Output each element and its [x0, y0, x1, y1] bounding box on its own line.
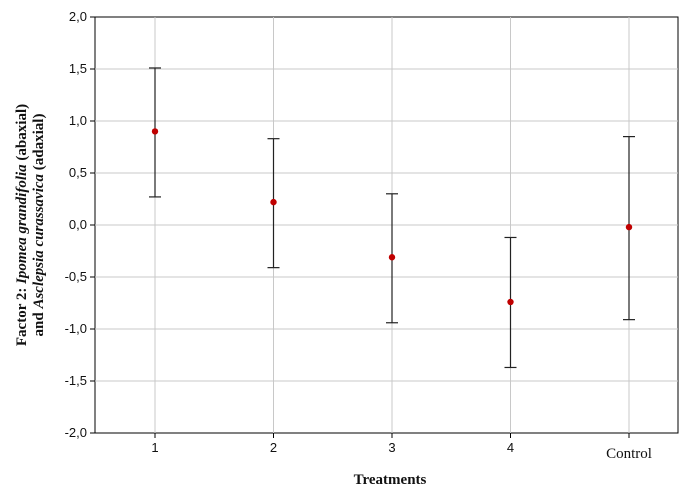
y-axis-title-line1-prefix: Factor 2: — [14, 284, 30, 346]
x-tick-label: 1 — [151, 440, 158, 455]
y-axis-title-line1-italic: Ipomea grandifolia — [14, 164, 30, 285]
mean-point — [151, 128, 159, 135]
y-tick-label: 1,5 — [69, 61, 87, 76]
y-axis-title-line2-prefix: and — [31, 309, 47, 337]
x-tick-labels: 1 2 3 4 Control — [151, 433, 652, 462]
y-axis-title-line2-italic: Asclepsia curassavica — [31, 173, 47, 309]
mean-point — [388, 254, 396, 261]
y-axis-title-line2: and Asclepsia curassavica (adaxial) — [31, 114, 47, 337]
y-tick-label: 0,0 — [69, 217, 87, 232]
y-tick-label: 1,0 — [69, 113, 87, 128]
mean-point — [270, 198, 277, 206]
y-tick-label: 2,0 — [69, 9, 87, 24]
y-axis-title-line1-suffix: (abaxial) — [14, 104, 30, 164]
y-tick-label: -1,0 — [65, 321, 87, 336]
marker-layer — [151, 128, 633, 306]
y-tick-label: -2,0 — [65, 425, 87, 440]
y-tick-label: -0,5 — [65, 269, 87, 284]
mean-point — [625, 223, 633, 231]
y-axis-title-line1: Factor 2: Ipomea grandifolia (abaxial) — [14, 104, 30, 346]
y-axis-title-line2-suffix: (adaxial) — [31, 114, 47, 174]
y-tick-label: -1,5 — [65, 373, 87, 388]
x-tick-label: Control — [606, 446, 652, 462]
mean-point — [507, 298, 514, 306]
y-tick-label: 0,5 — [69, 165, 87, 180]
x-axis-title: Treatments — [354, 472, 427, 488]
y-tick-labels: 2,0 1,5 1,0 0,5 0,0 -0,5 -1,0 -1,5 -2,0 — [65, 9, 95, 440]
x-tick-label: 3 — [388, 440, 395, 455]
x-tick-label: 2 — [270, 440, 277, 455]
x-tick-label: 4 — [507, 440, 514, 455]
